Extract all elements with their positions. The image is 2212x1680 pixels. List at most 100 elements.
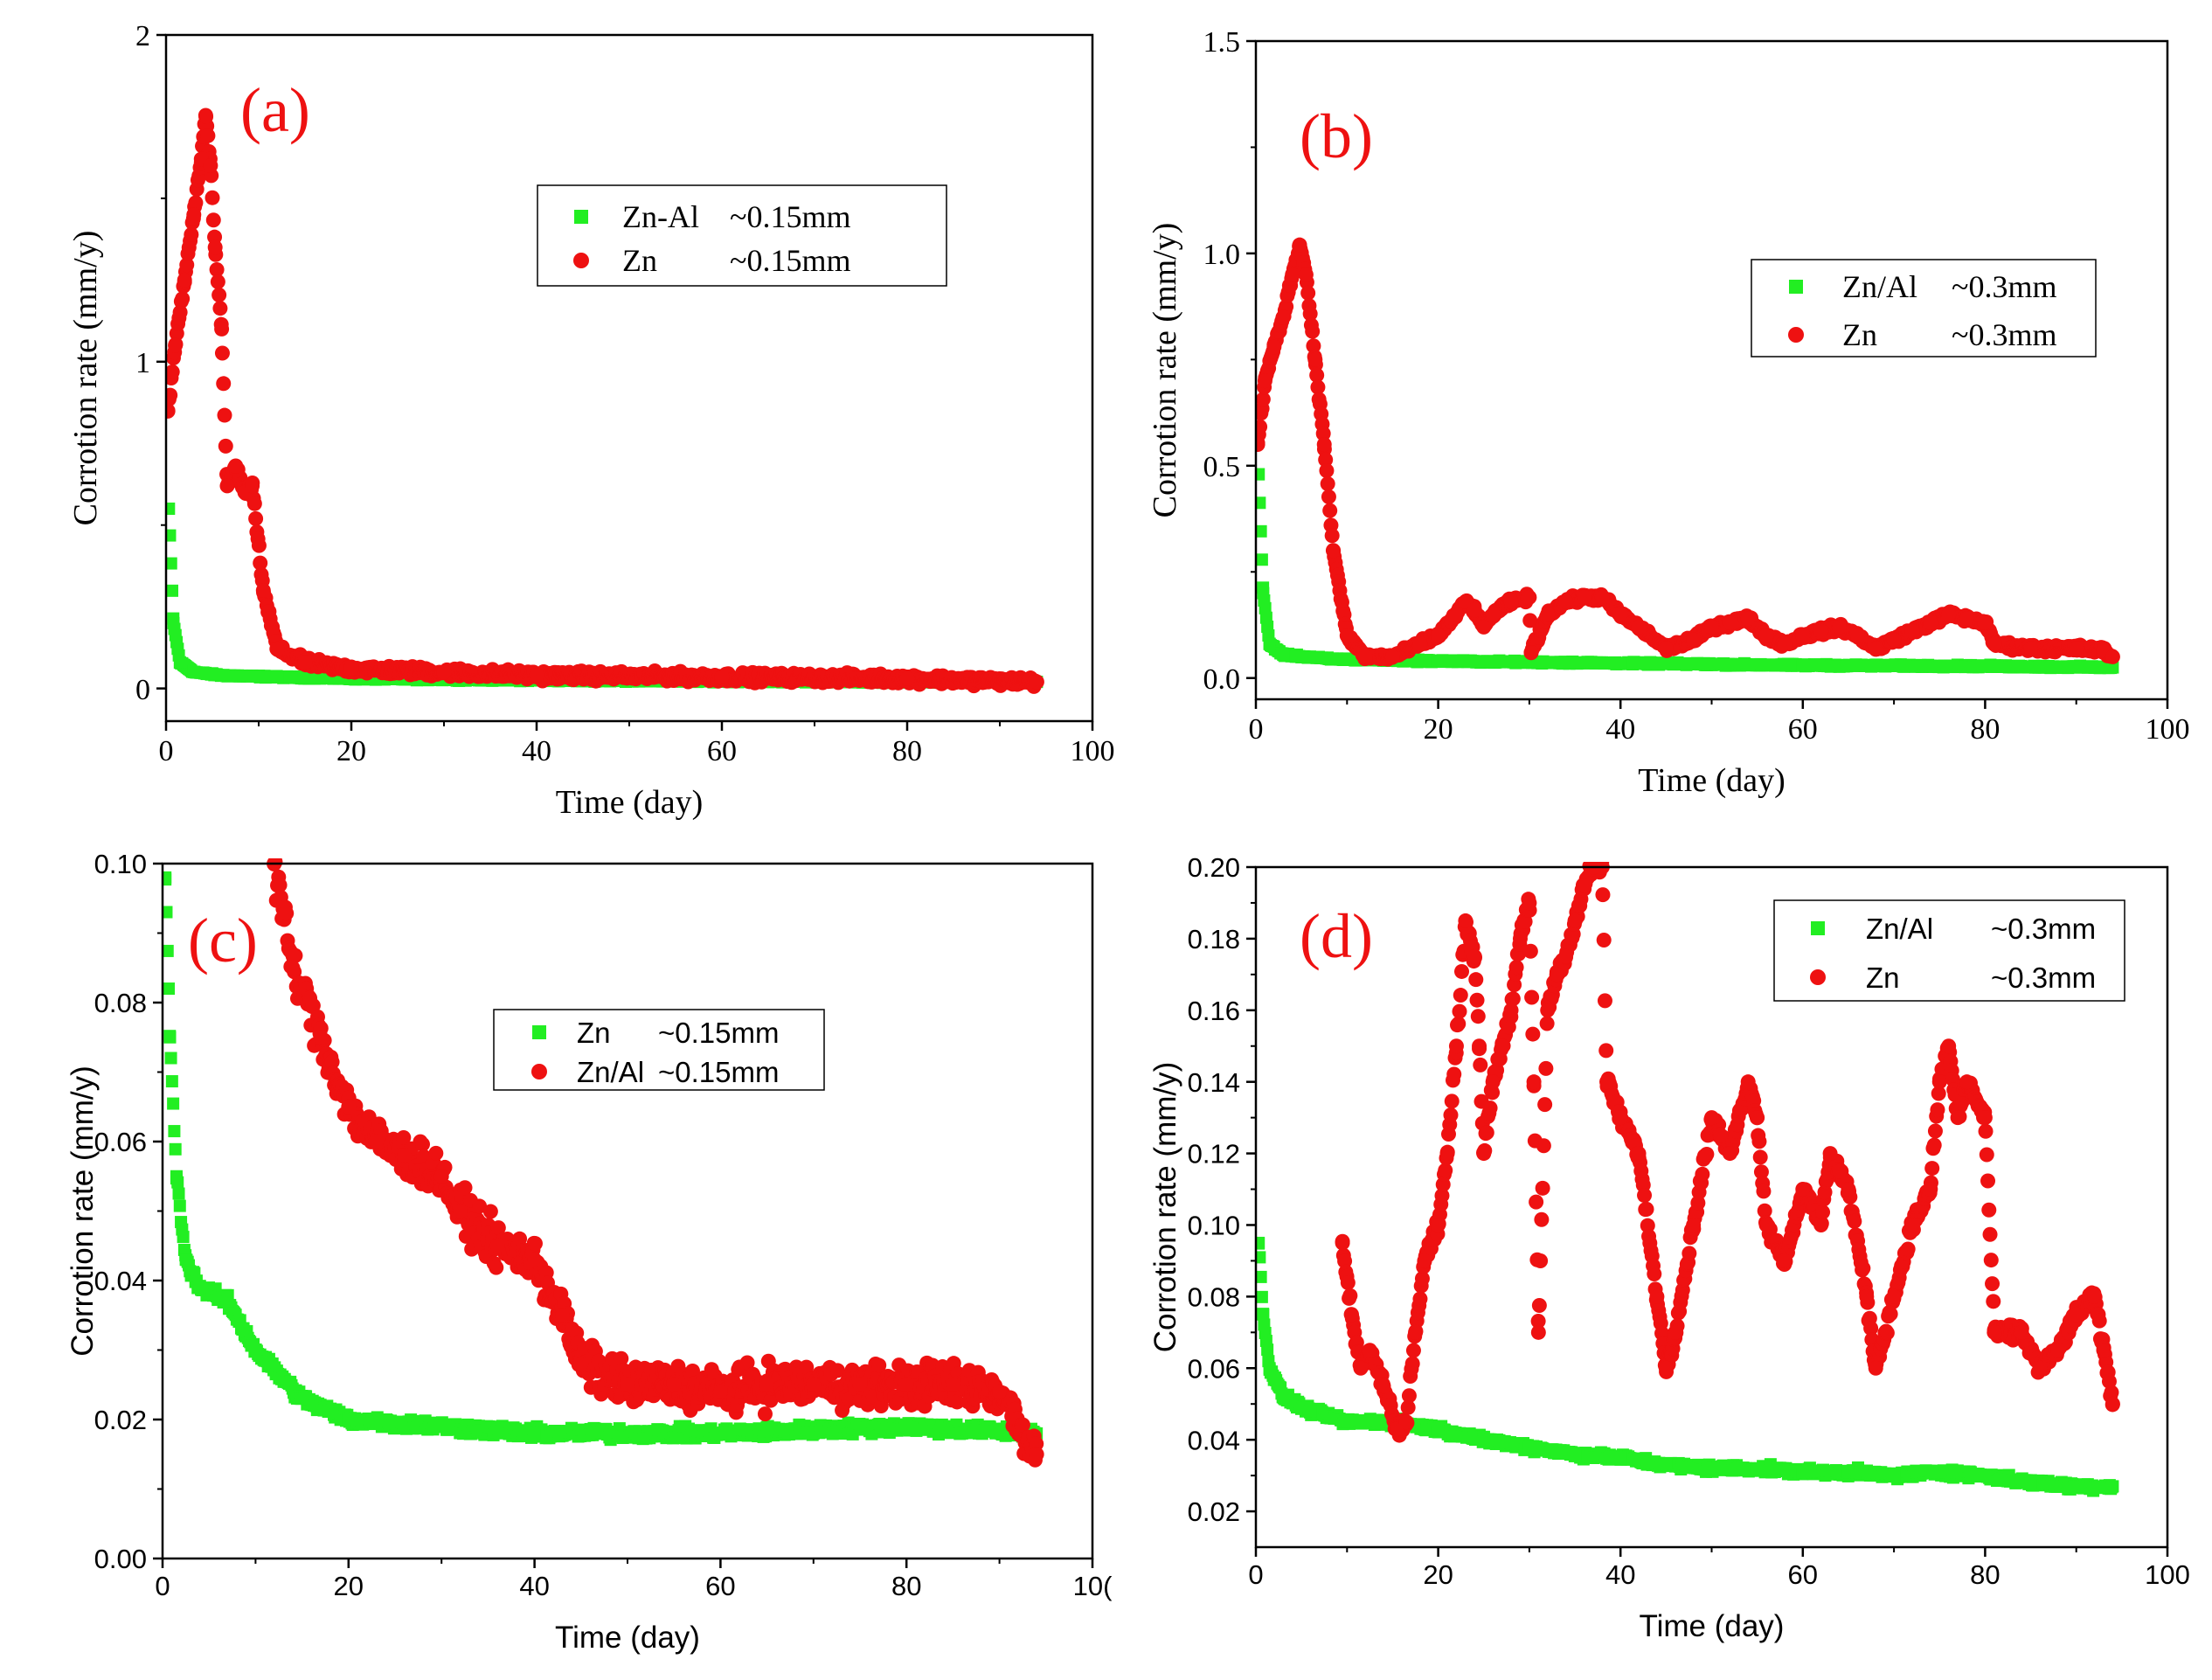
legend-marker-circle	[531, 1064, 547, 1080]
x-tick-label: 60	[705, 1571, 735, 1601]
legend-box	[1751, 259, 2097, 358]
data-point	[217, 407, 232, 423]
data-point	[1558, 594, 1574, 609]
data-point	[1259, 601, 1272, 614]
data-point	[529, 668, 544, 684]
x-axis-title: Time (day)	[1638, 762, 1786, 799]
y-axis-title: Corrotion rate (mm/y)	[66, 1066, 100, 1357]
legend-marker-square	[532, 1025, 546, 1039]
data-point	[1979, 660, 1992, 673]
data-point	[433, 1169, 449, 1184]
data-point	[527, 1252, 543, 1267]
data-point	[166, 584, 178, 597]
data-point	[1813, 623, 1829, 639]
data-point	[205, 190, 220, 205]
data-point	[1305, 323, 1321, 339]
data-point	[898, 1377, 914, 1392]
data-point	[739, 1355, 755, 1371]
data-point	[1285, 267, 1300, 282]
data-point	[759, 1377, 775, 1392]
x-tick-label: 20	[334, 1571, 364, 1601]
data-point	[457, 1180, 473, 1196]
data-point	[1904, 623, 1920, 639]
data-point	[1322, 652, 1335, 665]
data-point	[200, 128, 216, 143]
legend-series-name: Zn/Al	[577, 1056, 644, 1088]
data-point	[799, 1359, 815, 1375]
data-point	[1832, 619, 1848, 635]
data-point	[313, 1030, 329, 1045]
data-point	[873, 1398, 889, 1413]
data-point	[1704, 619, 1719, 635]
data-point	[1261, 1343, 1274, 1357]
data-point	[297, 655, 313, 670]
data-point	[272, 878, 288, 893]
legend-marker-circle	[1788, 327, 1804, 343]
data-point	[170, 1170, 183, 1183]
data-point	[1339, 628, 1355, 643]
y-tick-label: 0	[135, 674, 150, 706]
data-point	[714, 1427, 727, 1440]
chart-panel-4: 0 20 40 60 80 1000.020.040.060.080.100.120.14…	[1148, 852, 2190, 1643]
data-point	[1485, 607, 1501, 622]
data-point	[1266, 339, 1282, 355]
data-point	[452, 1204, 468, 1218]
data-point	[1977, 615, 1993, 631]
data-point	[253, 555, 268, 571]
data-point	[1448, 607, 1464, 622]
data-point	[1523, 645, 1539, 661]
data-point	[188, 195, 204, 211]
y-tick-label: 0.02	[94, 1405, 147, 1435]
data-point	[1310, 379, 1326, 395]
data-point	[1256, 468, 1265, 481]
data-point	[1777, 636, 1792, 652]
data-point	[573, 1356, 589, 1371]
legend-series-note: ~0.15mm	[658, 1056, 779, 1088]
data-point	[1256, 524, 1267, 538]
data-point	[1015, 1417, 1030, 1433]
data-point	[167, 616, 180, 629]
data-point	[207, 240, 223, 255]
x-tick-label: 100	[2146, 713, 2190, 746]
data-point	[829, 1363, 845, 1378]
data-point	[166, 364, 180, 380]
data-point	[216, 376, 232, 392]
data-point	[1868, 641, 1883, 656]
series-2	[166, 108, 1044, 694]
data-point	[1722, 615, 1737, 631]
data-point	[1256, 1290, 1268, 1303]
data-point	[1658, 641, 1674, 656]
legend-marker-square	[1789, 280, 1803, 294]
data-point	[555, 1308, 571, 1323]
y-tick-label: 1	[135, 347, 150, 379]
data-point	[1522, 613, 1538, 628]
data-point	[167, 1097, 180, 1110]
data-point	[166, 503, 176, 516]
data-point	[369, 1134, 385, 1149]
data-point	[1256, 1251, 1266, 1264]
data-point	[666, 1377, 682, 1392]
y-tick-label: 0.04	[94, 1266, 147, 1296]
x-tick-label: 80	[1970, 713, 2000, 746]
data-point	[166, 403, 176, 419]
data-point	[1256, 1270, 1267, 1283]
data-point	[169, 1142, 182, 1156]
data-point	[1686, 632, 1702, 648]
y-tick-label: 2	[135, 20, 150, 52]
data-point	[219, 478, 235, 494]
y-tick-label: 1.5	[1203, 26, 1241, 59]
data-point	[1631, 619, 1647, 635]
data-point	[1795, 628, 1811, 643]
data-point	[871, 1357, 887, 1373]
data-point	[900, 1420, 913, 1433]
data-point	[512, 1231, 528, 1246]
data-point	[1959, 611, 1975, 627]
legend-series-note: ~0.15mm	[730, 243, 850, 278]
data-point	[992, 1384, 1008, 1399]
data-point	[218, 438, 233, 454]
legend-marker-circle	[573, 253, 589, 268]
data-point	[1576, 589, 1591, 605]
data-point	[1322, 503, 1338, 518]
